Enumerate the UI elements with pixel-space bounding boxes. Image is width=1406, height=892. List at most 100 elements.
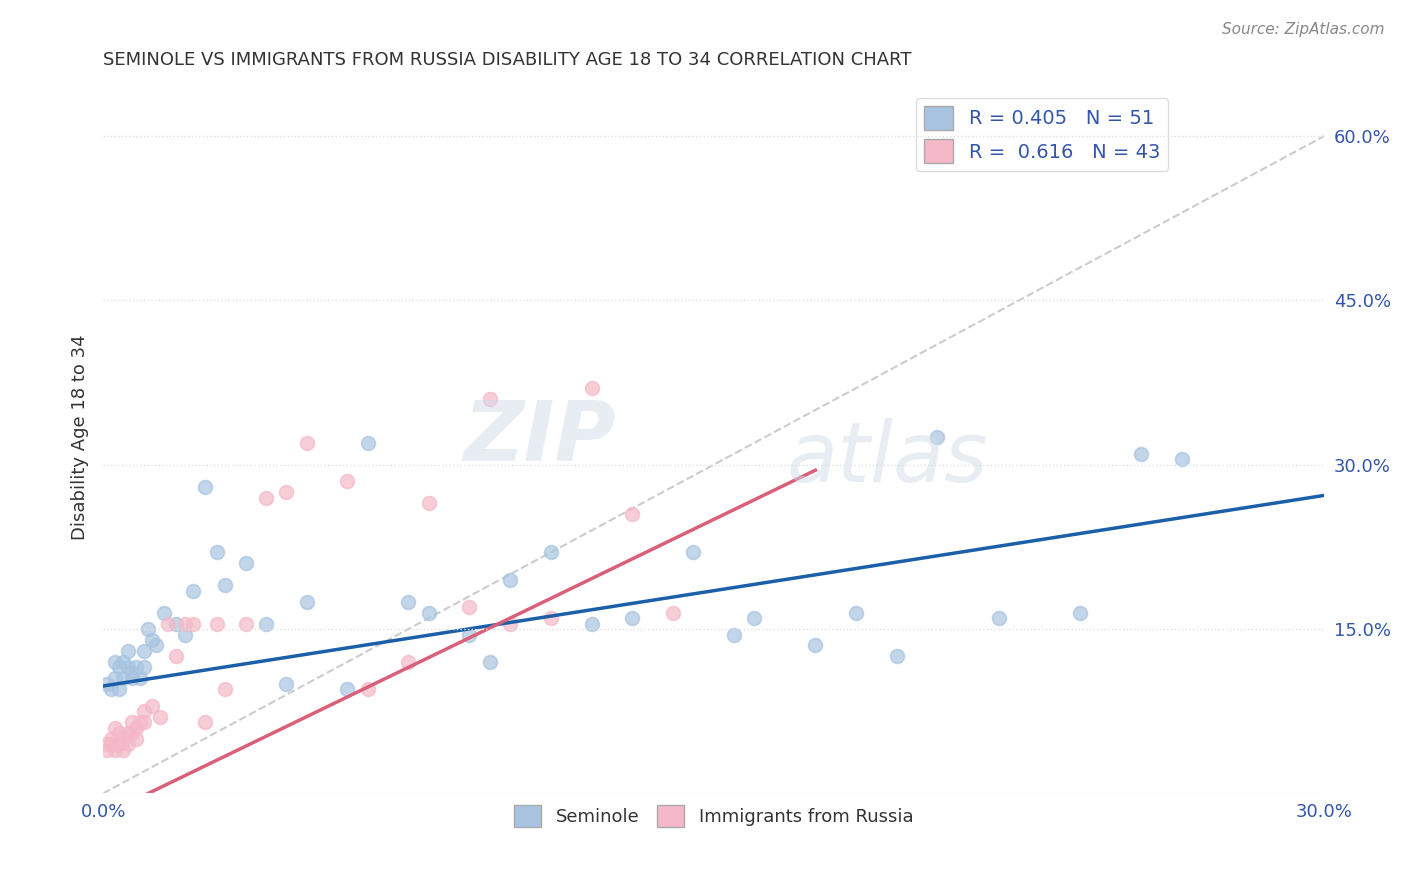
Point [621, 611, 644, 625]
Point [121, 715, 143, 730]
Point [145, 639, 167, 653]
Point [132, 704, 155, 718]
Point [108, 726, 131, 740]
Point [104, 655, 127, 669]
Point [886, 649, 908, 664]
Point [804, 639, 827, 653]
Point [357, 682, 380, 697]
Point [132, 715, 155, 730]
Point [499, 616, 522, 631]
Point [117, 726, 139, 740]
Point [100, 731, 122, 746]
Point [128, 671, 150, 685]
Text: ZIP: ZIP [464, 397, 616, 478]
Point [540, 611, 562, 625]
Point [662, 606, 685, 620]
Point [117, 644, 139, 658]
Point [132, 660, 155, 674]
Point [157, 616, 180, 631]
Point [396, 595, 419, 609]
Point [96, 742, 118, 756]
Legend: Seminole, Immigrants from Russia: Seminole, Immigrants from Russia [506, 797, 921, 834]
Point [173, 616, 195, 631]
Point [181, 583, 204, 598]
Point [149, 709, 172, 723]
Point [128, 715, 150, 730]
Point [125, 721, 148, 735]
Point [254, 491, 277, 505]
Point [295, 435, 318, 450]
Point [276, 677, 298, 691]
Point [117, 660, 139, 674]
Point [108, 660, 131, 674]
Point [396, 655, 419, 669]
Point [117, 737, 139, 751]
Point [581, 381, 603, 395]
Point [125, 731, 148, 746]
Point [621, 507, 644, 521]
Point [112, 742, 135, 756]
Point [581, 616, 603, 631]
Point [845, 606, 868, 620]
Point [141, 632, 163, 647]
Point [1069, 606, 1091, 620]
Point [235, 616, 257, 631]
Point [108, 682, 131, 697]
Point [125, 660, 148, 674]
Point [205, 616, 228, 631]
Point [165, 649, 187, 664]
Point [165, 616, 187, 631]
Point [540, 545, 562, 559]
Point [112, 655, 135, 669]
Point [104, 671, 127, 685]
Point [987, 611, 1010, 625]
Point [96, 737, 118, 751]
Point [1170, 452, 1192, 467]
Point [744, 611, 766, 625]
Text: SEMINOLE VS IMMIGRANTS FROM RUSSIA DISABILITY AGE 18 TO 34 CORRELATION CHART: SEMINOLE VS IMMIGRANTS FROM RUSSIA DISAB… [103, 51, 911, 69]
Point [205, 545, 228, 559]
Point [173, 627, 195, 641]
Point [418, 496, 440, 510]
Point [336, 474, 359, 488]
Point [153, 606, 176, 620]
Point [682, 545, 704, 559]
Point [418, 606, 440, 620]
Point [1130, 447, 1153, 461]
Point [141, 698, 163, 713]
Point [181, 616, 204, 631]
Point [357, 435, 380, 450]
Point [121, 665, 143, 680]
Point [927, 430, 949, 444]
Point [478, 392, 501, 406]
Point [458, 600, 481, 615]
Point [112, 731, 135, 746]
Point [108, 737, 131, 751]
Point [136, 622, 159, 636]
Y-axis label: Disability Age 18 to 34: Disability Age 18 to 34 [72, 334, 89, 541]
Point [104, 721, 127, 735]
Point [499, 573, 522, 587]
Point [235, 557, 257, 571]
Text: atlas: atlas [787, 418, 988, 500]
Point [96, 677, 118, 691]
Point [254, 616, 277, 631]
Point [478, 655, 501, 669]
Point [295, 595, 318, 609]
Point [336, 682, 359, 697]
Point [100, 682, 122, 697]
Point [214, 682, 236, 697]
Point [194, 480, 217, 494]
Point [104, 742, 127, 756]
Point [194, 715, 217, 730]
Point [100, 737, 122, 751]
Point [121, 671, 143, 685]
Point [112, 671, 135, 685]
Point [132, 644, 155, 658]
Point [276, 485, 298, 500]
Text: Source: ZipAtlas.com: Source: ZipAtlas.com [1222, 22, 1385, 37]
Point [458, 627, 481, 641]
Point [121, 726, 143, 740]
Point [723, 627, 745, 641]
Point [214, 578, 236, 592]
